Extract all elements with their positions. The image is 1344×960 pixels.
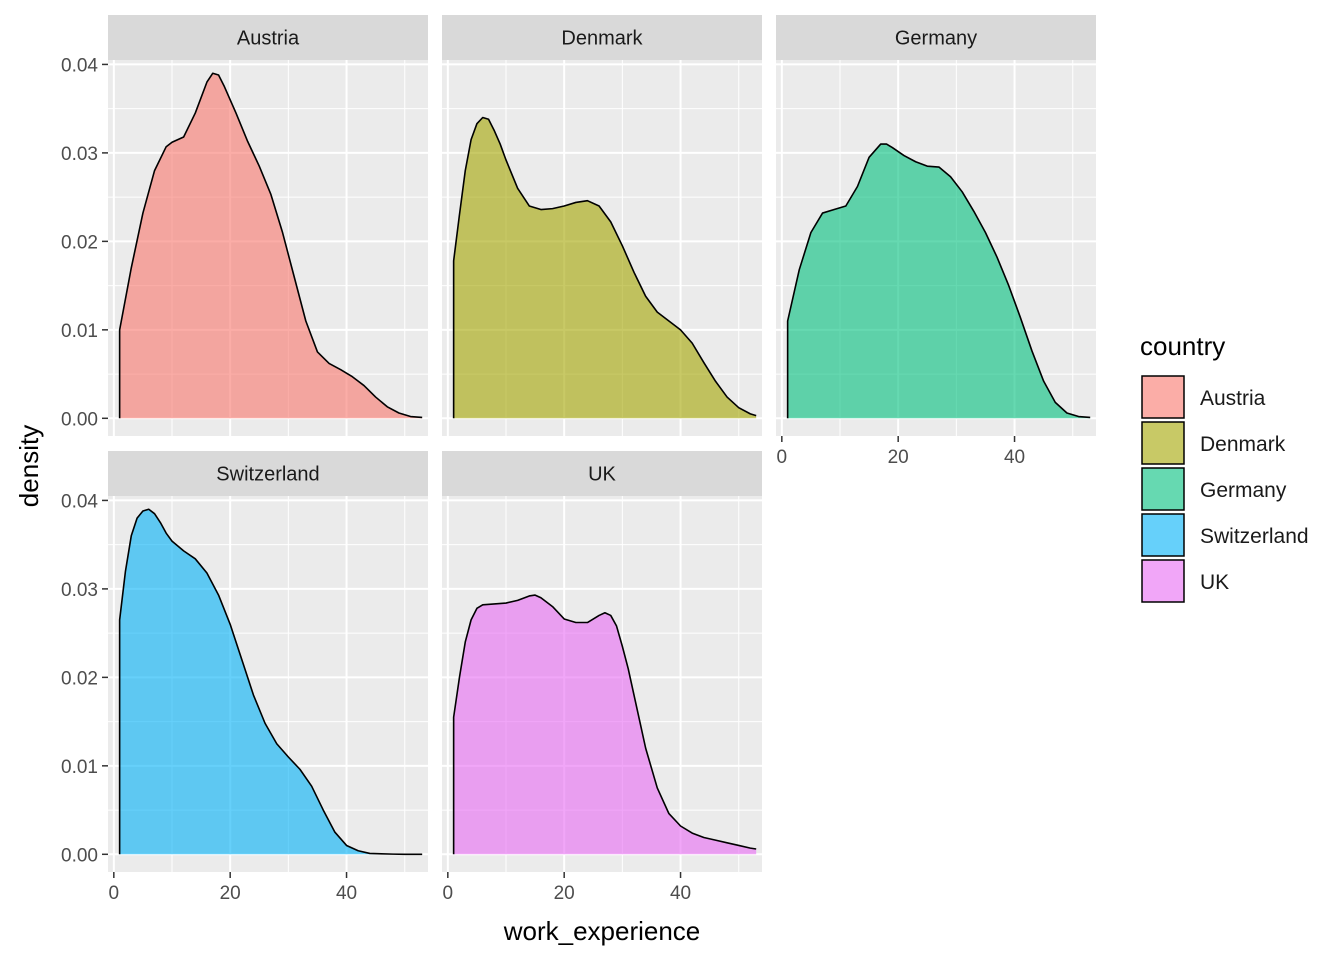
facet-uk: UK 0 20 40 bbox=[442, 451, 762, 904]
legend-key-austria bbox=[1141, 375, 1185, 419]
y-tick-label: 0.01 bbox=[61, 321, 98, 342]
density-line-germany bbox=[786, 143, 1091, 419]
strip-label-denmark: Denmark bbox=[561, 28, 643, 50]
density-area-denmark bbox=[453, 117, 757, 419]
legend-title: country bbox=[1140, 331, 1225, 361]
y-tick-label: 0.03 bbox=[61, 580, 98, 601]
x-tick-label: 0 bbox=[443, 883, 454, 904]
x-tick-label: 20 bbox=[888, 447, 909, 468]
x-tick-label: 20 bbox=[220, 883, 241, 904]
x-tick-label: 0 bbox=[777, 447, 788, 468]
y-tick-label: 0.01 bbox=[61, 757, 98, 778]
density-area-germany bbox=[787, 144, 1091, 419]
x-tick-label: 40 bbox=[1004, 447, 1025, 468]
y-tick-label: 0.04 bbox=[61, 55, 98, 76]
strip-austria bbox=[108, 15, 428, 60]
x-axis-title: work_experience bbox=[503, 916, 701, 946]
legend-label-switzerland: Switzerland bbox=[1200, 525, 1309, 548]
density-area-austria bbox=[119, 73, 423, 419]
legend-key-germany bbox=[1141, 467, 1185, 511]
density-line-switzerland bbox=[118, 508, 423, 856]
legend-key-denmark bbox=[1141, 421, 1185, 465]
density-line-austria bbox=[118, 72, 423, 419]
legend: country Austria Denmark Germany Switzerland U… bbox=[1140, 331, 1309, 603]
strip-denmark bbox=[442, 15, 762, 60]
legend-label-germany: Germany bbox=[1200, 479, 1287, 502]
y-tick-label: 0.04 bbox=[61, 491, 98, 512]
strip-label-austria: Austria bbox=[237, 28, 300, 50]
legend-label-denmark: Denmark bbox=[1200, 433, 1286, 456]
density-area-switzerland bbox=[119, 509, 423, 855]
strip-label-germany: Germany bbox=[895, 28, 977, 50]
facet-denmark: Denmark bbox=[442, 15, 762, 436]
y-tick-label: 0.02 bbox=[61, 232, 98, 253]
strip-switzerland bbox=[108, 451, 428, 496]
legend-key-switzerland bbox=[1141, 513, 1185, 557]
x-tick-label: 0 bbox=[109, 883, 120, 904]
y-tick-label: 0.00 bbox=[61, 845, 98, 866]
density-line-uk bbox=[452, 594, 757, 855]
density-area-uk bbox=[453, 595, 757, 855]
y-axis-title: density bbox=[14, 425, 44, 507]
y-tick-label: 0.03 bbox=[61, 144, 98, 165]
facet-austria: Austria 0.00 0.01 0.02 0.03 0.04 bbox=[61, 15, 428, 436]
strip-germany bbox=[776, 15, 1096, 60]
legend-label-austria: Austria bbox=[1200, 387, 1266, 410]
x-tick-label: 20 bbox=[554, 883, 575, 904]
facet-germany: Germany 0 20 40 bbox=[776, 15, 1096, 468]
x-tick-label: 40 bbox=[336, 883, 357, 904]
x-tick-label: 40 bbox=[670, 883, 691, 904]
facet-switzerland: Switzerland 0.00 0.01 0.02 0.03 0.04 0 20 40 bbox=[61, 451, 428, 904]
y-tick-label: 0.02 bbox=[61, 668, 98, 689]
density-line-denmark bbox=[452, 116, 757, 419]
strip-label-uk: UK bbox=[588, 464, 616, 486]
y-tick-label: 0.00 bbox=[61, 409, 98, 430]
strip-label-switzerland: Switzerland bbox=[216, 464, 319, 486]
strip-uk bbox=[442, 451, 762, 496]
legend-label-uk: UK bbox=[1200, 571, 1229, 594]
legend-key-uk bbox=[1141, 559, 1185, 603]
